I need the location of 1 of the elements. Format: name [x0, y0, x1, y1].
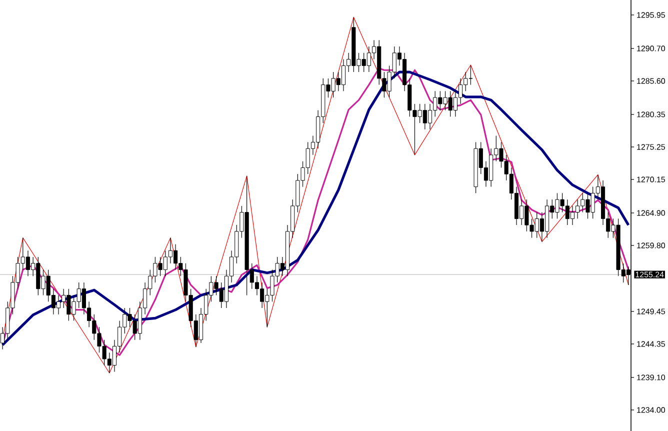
line-series	[2, 16, 629, 374]
